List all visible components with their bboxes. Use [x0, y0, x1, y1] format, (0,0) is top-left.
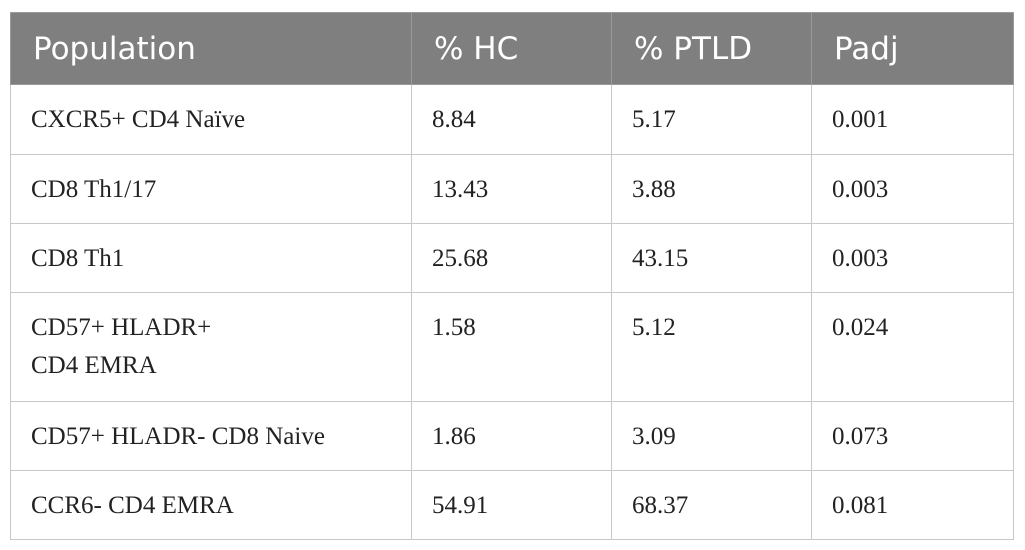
table-row: CD8 Th1/17 13.43 3.88 0.003	[10, 154, 1014, 224]
table-cell: CD8 Th1/17	[10, 154, 412, 224]
table-cell: CD8 Th1	[10, 223, 412, 293]
header-cell: Padj	[811, 12, 1014, 85]
table-cell: CD57+ HLADR- CD8 Naive	[10, 401, 412, 471]
table-row: CD57+ HLADR+ CD4 EMRA 1.58 5.12 0.024	[10, 292, 1014, 402]
table-cell: 13.43	[411, 154, 612, 224]
table-row: CCR6- CD4 EMRA 54.91 68.37 0.081	[10, 470, 1014, 540]
table-row: CXCR5+ CD4 Naïve 8.84 5.17 0.001	[10, 84, 1014, 155]
table-cell: CCR6- CD4 EMRA	[10, 470, 412, 540]
table-cell: 0.024	[811, 292, 1014, 402]
table-cell: 0.003	[811, 223, 1014, 293]
table-cell: 8.84	[411, 84, 612, 155]
table-row: CD57+ HLADR- CD8 Naive 1.86 3.09 0.073	[10, 401, 1014, 471]
table-cell: 0.073	[811, 401, 1014, 471]
table-body: CXCR5+ CD4 Naïve 8.84 5.17 0.001 CD8 Th1/17 1…	[10, 84, 1014, 540]
table-cell: CXCR5+ CD4 Naïve	[10, 84, 412, 155]
table-cell: 1.86	[411, 401, 612, 471]
table-cell: 1.58	[411, 292, 612, 402]
table-cell: 5.12	[611, 292, 812, 402]
header-row: Population% HC% PTLD Padj	[10, 12, 1014, 85]
table-cell: 43.15	[611, 223, 812, 293]
table-cell: 3.09	[611, 401, 812, 471]
table-cell: 25.68	[411, 223, 612, 293]
header-cell: % HC	[411, 12, 612, 85]
table-cell: 0.003	[811, 154, 1014, 224]
table-cell: 3.88	[611, 154, 812, 224]
table-cell: 54.91	[411, 470, 612, 540]
table-cell: 68.37	[611, 470, 812, 540]
table-row: CD8 Th1 25.68 43.15 0.003	[10, 223, 1014, 293]
table-cell: 5.17	[611, 84, 812, 155]
table-cell: 0.001	[811, 84, 1014, 155]
table-cell: CD57+ HLADR+ CD4 EMRA	[10, 292, 412, 402]
table-cell: 0.081	[811, 470, 1014, 540]
header-cell: % PTLD	[611, 12, 812, 85]
data-table: Population% HC% PTLD Padj CXCR5+ CD4 Naïv…	[10, 12, 1014, 540]
header-cell: Population	[10, 12, 412, 85]
